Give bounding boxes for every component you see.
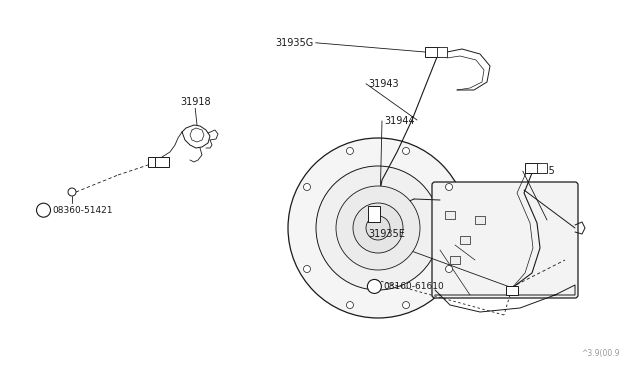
Circle shape: [303, 266, 310, 273]
Bar: [506, 285, 518, 295]
Text: 31935: 31935: [525, 166, 556, 176]
Bar: [475, 216, 485, 224]
Circle shape: [353, 203, 403, 253]
Circle shape: [445, 183, 452, 190]
Text: B: B: [372, 282, 377, 291]
Circle shape: [367, 279, 381, 294]
Circle shape: [68, 188, 76, 196]
Circle shape: [346, 302, 353, 308]
Bar: [368, 206, 380, 222]
Circle shape: [303, 183, 310, 190]
Circle shape: [336, 186, 420, 270]
Text: S: S: [41, 206, 46, 215]
Text: 31944: 31944: [384, 116, 415, 126]
Circle shape: [36, 203, 51, 217]
Bar: [450, 256, 460, 264]
Bar: [437, 47, 447, 57]
Bar: [460, 236, 470, 244]
Bar: [537, 163, 547, 173]
Text: ^3.9(00.9: ^3.9(00.9: [582, 349, 620, 358]
Bar: [155, 157, 169, 167]
Circle shape: [445, 266, 452, 273]
FancyBboxPatch shape: [432, 182, 578, 298]
Text: 31935E: 31935E: [368, 230, 405, 239]
Circle shape: [346, 147, 353, 154]
Bar: [525, 163, 539, 173]
Circle shape: [403, 147, 410, 154]
Text: 08360-51421: 08360-51421: [52, 206, 113, 215]
Circle shape: [288, 138, 468, 318]
Text: 08160-61610: 08160-61610: [383, 282, 444, 291]
Text: 31943: 31943: [368, 79, 399, 89]
Text: 31918: 31918: [180, 97, 211, 107]
Circle shape: [366, 216, 390, 240]
Circle shape: [316, 166, 440, 290]
Bar: [425, 47, 439, 57]
Bar: [148, 157, 162, 167]
Circle shape: [403, 302, 410, 308]
Bar: [445, 211, 455, 219]
Text: 31935G: 31935G: [275, 38, 314, 48]
